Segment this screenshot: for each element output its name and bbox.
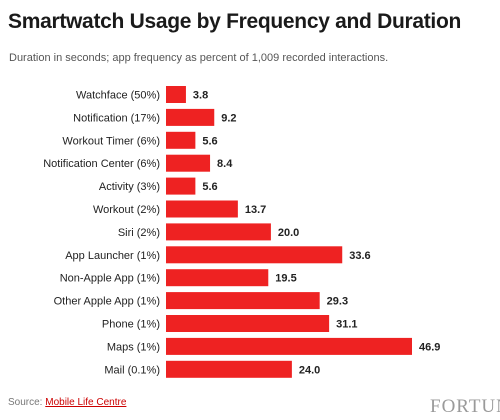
bar — [166, 337, 412, 355]
chart-subtitle: Duration in seconds; app frequency as pe… — [9, 52, 389, 64]
category-label: Mail (0.1%) — [104, 364, 160, 376]
category-label: App Launcher (1%) — [65, 250, 160, 262]
source-label: Source: — [8, 397, 43, 408]
source-link[interactable]: Mobile Life Centre — [45, 397, 127, 408]
chart-title: Smartwatch Usage by Frequency and Durati… — [8, 10, 462, 33]
category-label: Workout Timer (6%) — [62, 135, 160, 147]
category-label: Other Apple App (1%) — [54, 296, 160, 308]
bar — [166, 292, 320, 310]
bar — [166, 223, 271, 241]
category-label: Non-Apple App (1%) — [60, 273, 160, 285]
value-label: 33.6 — [349, 250, 370, 262]
value-label: 19.5 — [275, 273, 296, 285]
value-label: 3.8 — [193, 90, 208, 102]
bar — [166, 108, 215, 126]
value-label: 8.4 — [217, 158, 233, 170]
bar — [166, 154, 211, 172]
bar — [166, 269, 269, 287]
value-label: 20.0 — [278, 227, 299, 239]
bar — [166, 86, 186, 103]
bar — [166, 315, 330, 332]
category-label: Notification Center (6%) — [43, 158, 160, 170]
category-label: Siri (2%) — [118, 227, 160, 239]
value-label: 5.6 — [202, 135, 217, 147]
value-label: 46.9 — [419, 341, 440, 353]
category-label: Maps (1%) — [107, 341, 160, 353]
category-label: Workout (2%) — [93, 204, 160, 216]
category-label: Notification (17%) — [73, 112, 160, 124]
value-label: 9.2 — [221, 112, 236, 124]
bar — [166, 131, 196, 149]
bar — [166, 177, 196, 195]
category-label: Phone (1%) — [102, 319, 160, 331]
value-label: 29.3 — [327, 296, 348, 308]
value-label: 5.6 — [202, 181, 217, 193]
bar — [166, 200, 238, 218]
value-label: 24.0 — [299, 364, 320, 376]
category-label: Activity (3%) — [99, 181, 160, 193]
bar — [166, 360, 292, 378]
bar — [166, 246, 343, 264]
fortune-watermark: FORTUNE — [430, 396, 500, 417]
source-line: Source: Mobile Life Centre — [8, 397, 126, 408]
category-label: Watchface (50%) — [76, 90, 160, 102]
value-label: 31.1 — [336, 319, 357, 331]
value-label: 13.7 — [245, 204, 266, 216]
